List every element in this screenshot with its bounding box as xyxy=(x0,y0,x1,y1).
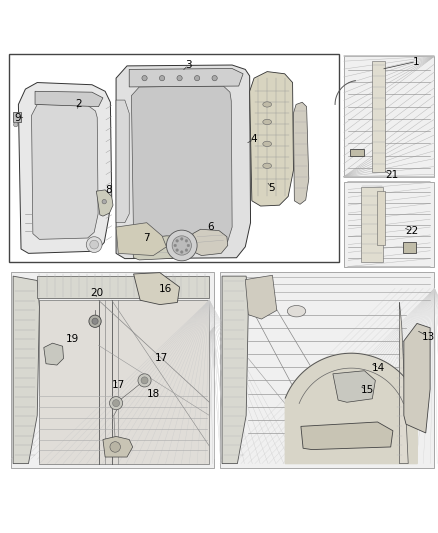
Bar xyxy=(344,182,434,266)
Text: 9: 9 xyxy=(14,112,21,123)
Text: 8: 8 xyxy=(105,185,112,195)
Bar xyxy=(361,187,383,262)
Ellipse shape xyxy=(263,141,272,147)
Bar xyxy=(11,272,214,468)
Polygon shape xyxy=(134,273,180,304)
Circle shape xyxy=(159,76,165,81)
Ellipse shape xyxy=(263,102,272,107)
Polygon shape xyxy=(285,353,417,464)
Polygon shape xyxy=(293,102,309,204)
Bar xyxy=(372,61,385,172)
Polygon shape xyxy=(103,437,133,457)
Circle shape xyxy=(166,230,197,261)
Polygon shape xyxy=(18,83,112,253)
Text: 4: 4 xyxy=(251,134,258,144)
Circle shape xyxy=(102,199,106,204)
Circle shape xyxy=(138,374,151,387)
Circle shape xyxy=(110,442,120,452)
Text: 19: 19 xyxy=(66,334,79,344)
Bar xyxy=(297,179,306,188)
Bar xyxy=(403,243,416,253)
Circle shape xyxy=(180,238,183,240)
Bar xyxy=(220,272,434,468)
Circle shape xyxy=(142,76,147,81)
Circle shape xyxy=(141,377,148,384)
Circle shape xyxy=(14,123,18,127)
Circle shape xyxy=(172,236,191,255)
Polygon shape xyxy=(399,302,408,464)
Polygon shape xyxy=(245,275,277,319)
Bar xyxy=(20,381,35,389)
Bar xyxy=(344,56,434,177)
Circle shape xyxy=(187,244,190,247)
Ellipse shape xyxy=(263,119,272,125)
Polygon shape xyxy=(116,65,251,259)
Text: 3: 3 xyxy=(185,60,192,70)
Polygon shape xyxy=(116,100,129,223)
Circle shape xyxy=(89,315,101,327)
Circle shape xyxy=(86,237,102,253)
Text: 21: 21 xyxy=(385,171,399,180)
Circle shape xyxy=(113,400,120,407)
Circle shape xyxy=(176,249,178,252)
Polygon shape xyxy=(35,91,103,107)
Text: 17: 17 xyxy=(112,379,125,390)
Circle shape xyxy=(92,318,98,324)
Text: 15: 15 xyxy=(360,385,374,395)
Polygon shape xyxy=(301,422,393,449)
Bar xyxy=(350,149,364,156)
Polygon shape xyxy=(44,343,64,365)
Polygon shape xyxy=(333,371,375,402)
Circle shape xyxy=(180,251,183,253)
Polygon shape xyxy=(116,223,166,255)
Ellipse shape xyxy=(287,305,306,317)
Polygon shape xyxy=(32,104,98,239)
Polygon shape xyxy=(129,69,243,87)
Text: 6: 6 xyxy=(207,222,214,232)
Polygon shape xyxy=(13,276,39,464)
Text: 18: 18 xyxy=(147,390,160,399)
Text: 1: 1 xyxy=(413,56,420,67)
Bar xyxy=(377,191,385,245)
Circle shape xyxy=(110,397,123,410)
Circle shape xyxy=(194,76,200,81)
Circle shape xyxy=(176,239,178,242)
Bar xyxy=(9,54,339,262)
Text: 17: 17 xyxy=(155,353,168,364)
Text: 16: 16 xyxy=(159,284,172,294)
Text: 20: 20 xyxy=(91,288,104,298)
Circle shape xyxy=(174,244,177,247)
Polygon shape xyxy=(222,276,248,464)
Circle shape xyxy=(185,239,188,242)
Polygon shape xyxy=(131,86,232,248)
Polygon shape xyxy=(96,190,113,216)
Polygon shape xyxy=(250,71,293,206)
Polygon shape xyxy=(39,300,209,464)
Text: 5: 5 xyxy=(268,183,275,192)
Polygon shape xyxy=(404,324,430,433)
Text: 14: 14 xyxy=(372,363,385,373)
Ellipse shape xyxy=(263,163,272,168)
Text: 22: 22 xyxy=(405,227,418,237)
Polygon shape xyxy=(193,229,228,255)
Text: 7: 7 xyxy=(143,232,150,243)
Circle shape xyxy=(90,240,99,249)
Circle shape xyxy=(212,76,217,81)
Polygon shape xyxy=(132,236,194,260)
Text: 13: 13 xyxy=(422,332,435,342)
Polygon shape xyxy=(37,276,209,298)
Text: 2: 2 xyxy=(75,100,82,109)
Bar xyxy=(13,112,21,122)
Circle shape xyxy=(185,249,188,252)
Bar xyxy=(20,369,31,376)
Circle shape xyxy=(177,76,182,81)
